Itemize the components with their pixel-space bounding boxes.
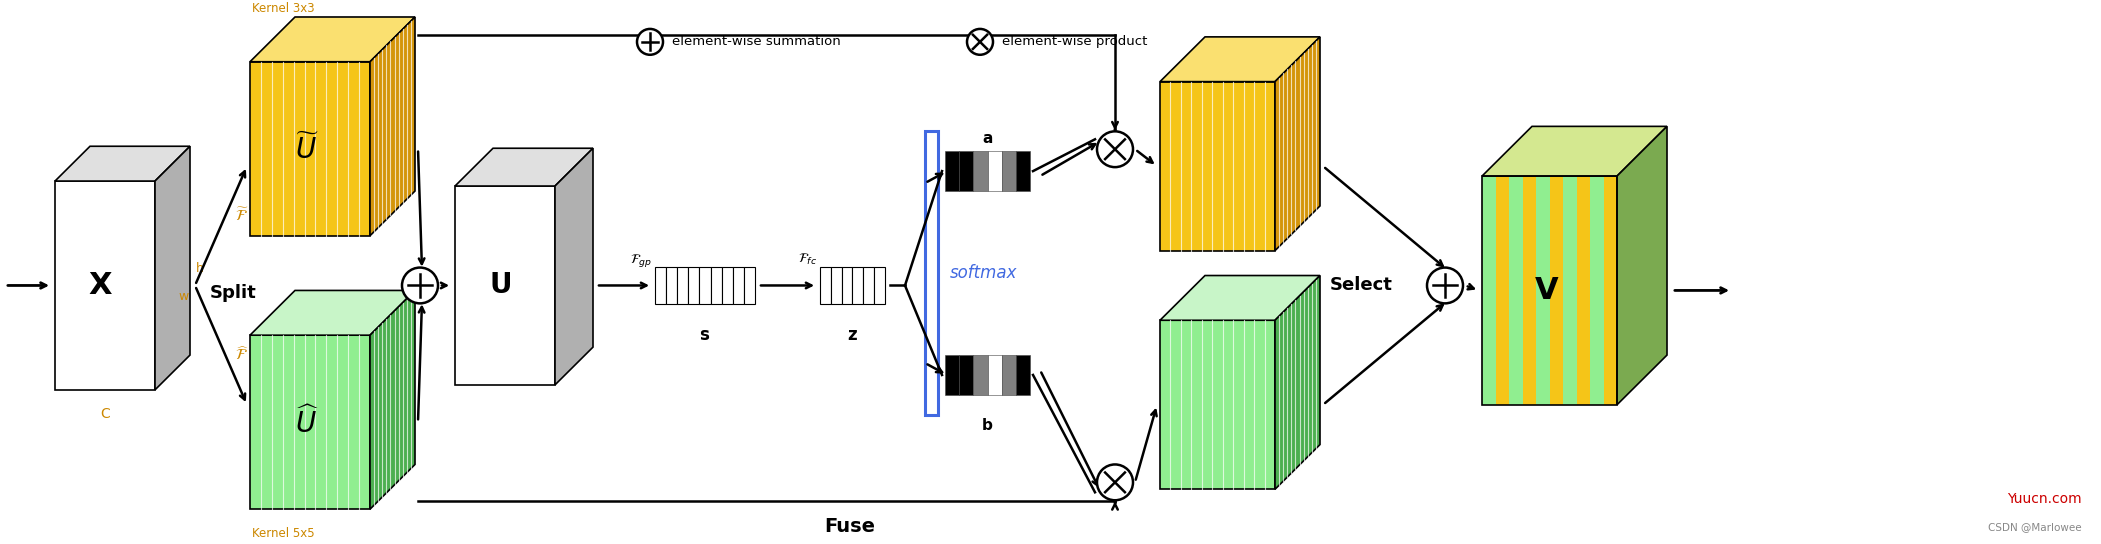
Polygon shape xyxy=(456,186,555,385)
Polygon shape xyxy=(370,17,416,236)
Text: CSDN @Marlowee: CSDN @Marlowee xyxy=(1988,522,2082,532)
Text: $\widehat{U}$: $\widehat{U}$ xyxy=(296,406,319,438)
Polygon shape xyxy=(1603,176,1618,405)
Polygon shape xyxy=(250,61,370,236)
Polygon shape xyxy=(1481,126,1666,176)
Polygon shape xyxy=(744,267,754,304)
Text: Fuse: Fuse xyxy=(824,517,876,536)
Text: $\widetilde{\mathcal{F}}$: $\widetilde{\mathcal{F}}$ xyxy=(235,206,248,224)
Circle shape xyxy=(1427,268,1462,304)
Polygon shape xyxy=(666,267,677,304)
Polygon shape xyxy=(721,267,733,304)
Polygon shape xyxy=(830,267,843,304)
Text: $\mathcal{F}_{fc}$: $\mathcal{F}_{fc}$ xyxy=(798,251,817,267)
Circle shape xyxy=(1097,465,1132,500)
Text: $\mathbf{V}$: $\mathbf{V}$ xyxy=(1534,276,1559,305)
Polygon shape xyxy=(1160,320,1275,489)
Text: $\widehat{\mathcal{F}}$: $\widehat{\mathcal{F}}$ xyxy=(235,345,248,363)
Polygon shape xyxy=(987,151,1002,191)
Text: Kernel 5x5: Kernel 5x5 xyxy=(252,527,315,540)
Circle shape xyxy=(1097,131,1132,167)
Polygon shape xyxy=(960,355,973,395)
Text: $\mathbf{b}$: $\mathbf{b}$ xyxy=(981,417,994,432)
Polygon shape xyxy=(555,149,592,385)
Polygon shape xyxy=(960,151,973,191)
Text: $\mathbf{a}$: $\mathbf{a}$ xyxy=(981,131,994,146)
Text: element-wise summation: element-wise summation xyxy=(672,35,840,48)
Polygon shape xyxy=(1160,37,1319,82)
Polygon shape xyxy=(733,267,744,304)
Polygon shape xyxy=(656,267,666,304)
Polygon shape xyxy=(456,149,592,186)
Polygon shape xyxy=(973,151,987,191)
Polygon shape xyxy=(945,151,960,191)
Polygon shape xyxy=(55,146,189,181)
Text: Split: Split xyxy=(210,285,256,302)
Circle shape xyxy=(637,29,664,55)
Polygon shape xyxy=(1275,37,1319,251)
Polygon shape xyxy=(370,290,416,509)
Text: $\mathbf{X}$: $\mathbf{X}$ xyxy=(88,271,113,300)
Text: Select: Select xyxy=(1330,276,1393,294)
Polygon shape xyxy=(843,267,853,304)
Polygon shape xyxy=(973,355,987,395)
Polygon shape xyxy=(1496,176,1509,405)
Polygon shape xyxy=(1015,355,1029,395)
Polygon shape xyxy=(1015,151,1029,191)
Polygon shape xyxy=(1275,275,1319,489)
Polygon shape xyxy=(874,267,885,304)
Polygon shape xyxy=(689,267,700,304)
FancyBboxPatch shape xyxy=(924,131,937,415)
Polygon shape xyxy=(155,146,189,390)
Text: element-wise product: element-wise product xyxy=(1002,35,1147,48)
Polygon shape xyxy=(819,267,830,304)
Text: w: w xyxy=(179,290,189,304)
Text: $\mathbf{s}$: $\mathbf{s}$ xyxy=(700,326,710,344)
Polygon shape xyxy=(1509,176,1523,405)
Polygon shape xyxy=(1536,176,1551,405)
Polygon shape xyxy=(250,335,370,509)
Text: h: h xyxy=(195,262,204,275)
Polygon shape xyxy=(700,267,710,304)
Polygon shape xyxy=(864,267,874,304)
Polygon shape xyxy=(1481,176,1496,405)
Polygon shape xyxy=(1563,176,1576,405)
Polygon shape xyxy=(1551,176,1563,405)
Polygon shape xyxy=(853,267,864,304)
Polygon shape xyxy=(987,355,1002,395)
Polygon shape xyxy=(1002,355,1015,395)
Text: $\widetilde{U}$: $\widetilde{U}$ xyxy=(296,133,319,165)
Polygon shape xyxy=(1618,126,1666,405)
Polygon shape xyxy=(677,267,689,304)
Polygon shape xyxy=(1523,176,1536,405)
Polygon shape xyxy=(1590,176,1603,405)
Circle shape xyxy=(966,29,994,55)
Text: $\mathbf{U}$: $\mathbf{U}$ xyxy=(490,271,511,299)
Polygon shape xyxy=(250,290,416,335)
Polygon shape xyxy=(710,267,721,304)
Text: $\mathbf{z}$: $\mathbf{z}$ xyxy=(847,326,857,344)
Polygon shape xyxy=(1160,275,1319,320)
Text: $\mathcal{F}_{gp}$: $\mathcal{F}_{gp}$ xyxy=(630,252,651,269)
Polygon shape xyxy=(1576,176,1590,405)
Polygon shape xyxy=(1002,151,1015,191)
Text: Kernel 3x3: Kernel 3x3 xyxy=(252,2,315,15)
Text: C: C xyxy=(101,407,109,421)
Polygon shape xyxy=(945,355,960,395)
Circle shape xyxy=(401,268,437,304)
Polygon shape xyxy=(250,17,416,61)
Text: Yuucn.com: Yuucn.com xyxy=(2006,492,2082,506)
Text: softmax: softmax xyxy=(950,264,1017,282)
Polygon shape xyxy=(1160,82,1275,251)
Polygon shape xyxy=(55,181,155,390)
